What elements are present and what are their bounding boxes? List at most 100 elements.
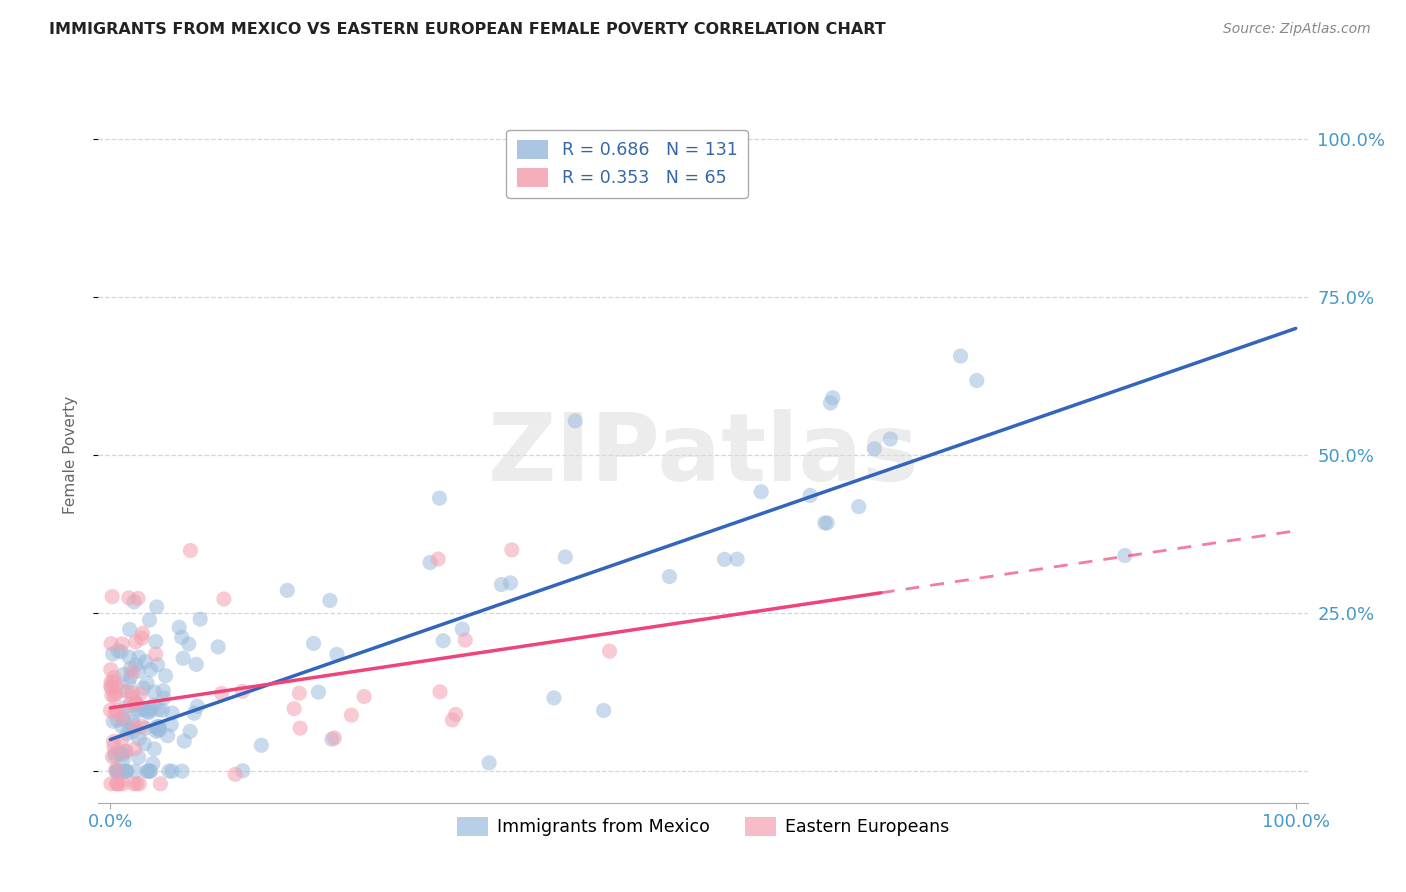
Point: [125, 696, 148, 710]
Point: [848, 500, 870, 514]
Point: [105, 777, 128, 791]
Point: [112, 753, 135, 767]
Point: [128, 777, 150, 791]
Point: [173, 734, 195, 748]
Point: [444, 707, 467, 722]
Point: [179, 543, 201, 558]
Point: [432, 633, 454, 648]
Point: [148, 722, 170, 736]
Point: [114, 745, 136, 759]
Point: [146, 721, 169, 735]
Point: [139, 764, 162, 779]
Point: [134, 703, 156, 717]
Point: [103, 739, 125, 754]
Point: [104, 681, 127, 695]
Point: [107, 764, 129, 779]
Point: [142, 698, 165, 712]
Point: [323, 731, 346, 745]
Point: [139, 702, 162, 716]
Point: [148, 703, 170, 717]
Point: [143, 742, 166, 756]
Point: [122, 725, 145, 739]
Point: [103, 734, 125, 748]
Point: [124, 635, 146, 649]
Point: [177, 637, 200, 651]
Text: ZIPatlas: ZIPatlas: [488, 409, 918, 501]
Point: [142, 685, 165, 699]
Point: [429, 491, 451, 505]
Point: [302, 636, 325, 650]
Point: [564, 414, 586, 428]
Point: [107, 713, 129, 727]
Point: [146, 719, 169, 733]
Point: [326, 648, 349, 662]
Point: [250, 738, 273, 752]
Point: [122, 777, 145, 791]
Point: [148, 720, 170, 734]
Point: [491, 577, 513, 591]
Point: [321, 732, 343, 747]
Point: [186, 699, 208, 714]
Point: [145, 599, 167, 614]
Point: [111, 719, 134, 733]
Point: [725, 552, 748, 566]
Point: [156, 729, 179, 743]
Point: [100, 675, 122, 690]
Point: [104, 706, 127, 721]
Point: [658, 569, 681, 583]
Point: [101, 749, 124, 764]
Point: [136, 764, 159, 779]
Point: [103, 714, 125, 729]
Point: [145, 647, 167, 661]
Point: [145, 634, 167, 648]
Point: [138, 613, 160, 627]
Point: [100, 679, 122, 693]
Point: [121, 665, 143, 679]
Point: [108, 777, 131, 791]
Point: [814, 516, 837, 530]
Point: [115, 744, 138, 758]
Point: [107, 643, 129, 657]
Point: [124, 741, 146, 756]
Point: [821, 391, 844, 405]
Point: [111, 777, 134, 791]
Point: [122, 718, 145, 732]
Point: [115, 764, 138, 779]
Point: [499, 575, 522, 590]
Point: [103, 690, 125, 704]
Point: [128, 731, 150, 746]
Point: [114, 764, 136, 779]
Point: [125, 698, 148, 712]
Point: [127, 591, 149, 606]
Point: [100, 681, 122, 696]
Point: [276, 583, 298, 598]
Point: [135, 676, 157, 690]
Point: [427, 552, 450, 566]
Point: [966, 374, 988, 388]
Point: [160, 717, 183, 731]
Point: [454, 633, 477, 648]
Point: [101, 688, 124, 702]
Point: [118, 623, 141, 637]
Point: [110, 645, 132, 659]
Point: [125, 777, 148, 791]
Point: [120, 697, 142, 711]
Point: [128, 750, 150, 764]
Point: [107, 764, 129, 779]
Point: [1114, 549, 1136, 563]
Point: [122, 595, 145, 609]
Point: [117, 727, 139, 741]
Point: [501, 542, 523, 557]
Point: [288, 721, 311, 735]
Point: [118, 675, 141, 690]
Point: [170, 630, 193, 644]
Point: [104, 748, 127, 763]
Point: [107, 777, 129, 791]
Point: [145, 724, 167, 739]
Point: [105, 764, 128, 779]
Point: [103, 675, 125, 690]
Point: [118, 722, 141, 736]
Point: [211, 686, 233, 700]
Point: [128, 702, 150, 716]
Point: [820, 396, 842, 410]
